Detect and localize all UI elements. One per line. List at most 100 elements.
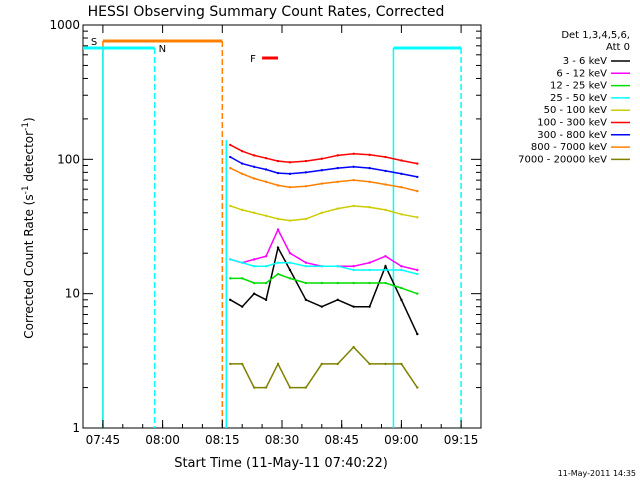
- series-point-6-6: [304, 171, 308, 174]
- series-point-0-9: [352, 305, 355, 308]
- series-point-5-3: [264, 156, 268, 160]
- series-point-8-8: [336, 362, 339, 366]
- series-point-3-6: [304, 265, 308, 268]
- series-line-3: [230, 258, 418, 275]
- y-tick-label-0: 1: [72, 421, 80, 435]
- footer-timestamp: 11-May-2011 14:35: [558, 469, 636, 478]
- series-point-0-6: [304, 298, 308, 302]
- series-point-3-8: [336, 265, 339, 268]
- series-point-8-13: [416, 386, 419, 389]
- series-point-5-7: [320, 157, 323, 160]
- x-axis-ticks: 07:45 08:00 08:15 08:30 08:45 09:00 09:15: [86, 25, 479, 447]
- series-point-1-10: [368, 261, 371, 264]
- series-point-1-13: [416, 268, 419, 272]
- chart-title: HESSI Observing Summary Count Rates, Cor…: [88, 4, 445, 20]
- series-point-6-10: [368, 166, 371, 170]
- series-point-4-7: [320, 211, 323, 214]
- series-point-8-7: [320, 362, 323, 366]
- y-axis-label-sup2: -1: [21, 122, 31, 131]
- series-line-7: [229, 167, 418, 192]
- series-line-5: [229, 144, 418, 165]
- series-point-8-1: [241, 362, 244, 366]
- legend-label-6: 300 - 800 keV: [537, 130, 607, 141]
- series-point-5-13: [416, 162, 419, 165]
- series-point-6-12: [400, 172, 403, 176]
- series-point-0-10: [368, 305, 371, 308]
- series-point-4-10: [368, 206, 371, 209]
- series-point-6-0: [229, 155, 232, 159]
- flag-label-N: N: [159, 44, 166, 55]
- y-axis-ticks: 1 10 100 1000: [49, 18, 481, 435]
- series-point-5-0: [229, 143, 232, 147]
- series-point-3-3: [264, 265, 268, 268]
- series-point-2-5: [288, 277, 292, 280]
- x-tick-label-6: 09:15: [444, 433, 479, 447]
- series-point-3-9: [352, 268, 355, 272]
- series-layer: [229, 143, 419, 389]
- series-point-8-10: [368, 362, 371, 366]
- series-point-4-2: [252, 211, 256, 214]
- series-point-4-5: [288, 219, 292, 222]
- series-point-4-12: [400, 213, 403, 216]
- legend-label-3: 25 - 50 keV: [550, 93, 607, 104]
- series-point-2-12: [400, 286, 403, 290]
- series-point-5-9: [352, 152, 355, 155]
- series-point-0-1: [241, 305, 244, 308]
- y-axis-label-mid: detector: [22, 131, 36, 186]
- series-point-2-7: [320, 281, 323, 285]
- series-line-0: [229, 245, 418, 335]
- series-point-6-11: [384, 169, 387, 173]
- series-point-4-8: [336, 207, 339, 210]
- series-point-5-5: [288, 161, 292, 164]
- series-point-0-11: [384, 265, 387, 268]
- series-point-3-1: [241, 261, 244, 264]
- series-point-2-9: [352, 281, 355, 285]
- legend-label-2: 12 - 25 keV: [550, 81, 607, 92]
- series-point-5-4: [276, 159, 280, 163]
- series-point-3-10: [368, 268, 371, 272]
- series-point-6-3: [264, 168, 268, 171]
- series-point-8-0: [229, 362, 232, 366]
- series-point-7-5: [288, 186, 292, 189]
- series-point-6-8: [336, 166, 339, 170]
- plot-frame: [82, 24, 482, 429]
- x-tick-label-5: 09:00: [384, 433, 419, 447]
- series-point-1-11: [384, 255, 387, 258]
- series-point-7-13: [416, 189, 419, 193]
- series-point-3-7: [320, 265, 323, 268]
- series-point-5-8: [336, 154, 339, 157]
- series-point-1-5: [288, 252, 292, 255]
- series-point-7-12: [400, 186, 403, 189]
- series-line-2: [230, 273, 418, 295]
- series-point-2-6: [304, 281, 308, 285]
- series-point-5-1: [241, 149, 244, 153]
- x-axis-label: Start Time (11-May-11 07:40:22): [174, 456, 388, 471]
- series-point-4-0: [229, 204, 232, 208]
- series-point-2-8: [336, 281, 339, 285]
- series-point-7-9: [352, 178, 355, 182]
- series-point-6-13: [416, 175, 419, 179]
- flag-label-S: S: [91, 37, 97, 48]
- series-point-5-6: [304, 159, 308, 163]
- series-point-5-11: [384, 155, 387, 159]
- y-axis-label-main: Corrected Count Rate (s: [22, 194, 36, 338]
- x-tick-label-2: 08:15: [205, 433, 240, 447]
- series-point-2-10: [368, 281, 371, 285]
- legend-header-0: Det 1,3,4,5,6,: [561, 30, 630, 41]
- series-point-4-4: [276, 217, 280, 221]
- series-point-0-8: [336, 298, 339, 302]
- series-point-7-7: [320, 182, 323, 185]
- series-point-2-1: [241, 277, 244, 280]
- series-point-7-0: [229, 166, 232, 170]
- x-tick-label-1: 08:00: [145, 433, 180, 447]
- series-point-1-4: [276, 228, 280, 231]
- x-tick-label-4: 08:45: [324, 433, 359, 447]
- series-point-6-7: [320, 169, 323, 172]
- series-point-0-2: [252, 292, 256, 295]
- series-point-8-11: [384, 362, 387, 366]
- series-line-1: [230, 227, 418, 271]
- series-point-3-12: [400, 268, 403, 272]
- legend-label-8: 7000 - 20000 keV: [518, 154, 607, 165]
